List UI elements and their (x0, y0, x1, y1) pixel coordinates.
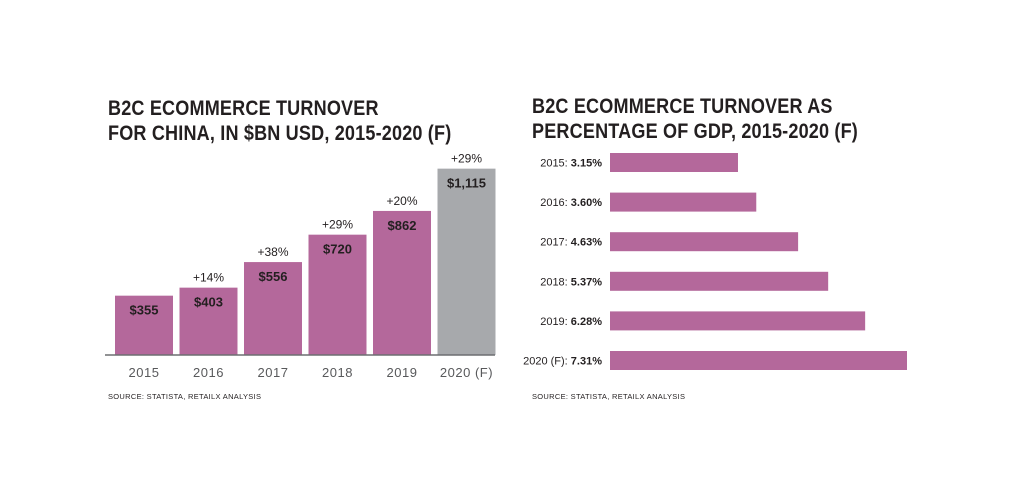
bar-2015 (115, 295, 173, 355)
bar-2019 (373, 210, 431, 355)
growth-label: +29% (322, 218, 353, 232)
gdp-source: SOURCE: STATISTA, RETAILX ANALYSIS (532, 392, 686, 401)
hbar-2015 (610, 153, 738, 172)
bar-value-label: $355 (130, 303, 159, 318)
row-value-label: 4.63% (571, 237, 602, 249)
row-year-label: 2018: (540, 276, 571, 288)
row-year-label: 2016: (540, 197, 571, 209)
growth-label: +20% (386, 194, 417, 208)
row-value-label: 3.15% (571, 158, 602, 170)
bar-value-label: $720 (323, 242, 352, 257)
turnover-title-line1: B2C ECOMMERCE TURNOVER (108, 97, 379, 120)
row-value-label: 6.28% (571, 316, 602, 328)
row-label: 2018: 5.37% (540, 276, 602, 288)
growth-label: +38% (257, 245, 288, 259)
row-value-label: 7.31% (571, 356, 602, 368)
growth-label: +14% (193, 271, 224, 285)
hbar-2017 (610, 232, 799, 252)
bar-value-label: $403 (194, 295, 223, 310)
x-tick-label: 2016 (193, 365, 224, 380)
row-year-label: 2017: (540, 237, 571, 249)
gdp-title-line2: PERCENTAGE OF GDP, 2015-2020 (F) (532, 120, 859, 143)
turnover-bar-chart: $355 2015 $403 +14% 2016 $556 +38% 2017 $720 +29%… (105, 152, 496, 380)
bar-value-label: $862 (388, 218, 417, 233)
bar-value-label: $556 (259, 269, 288, 284)
x-tick-label: 2018 (322, 365, 353, 380)
hbar-2019 (610, 311, 866, 331)
gdp-hbar-chart: 2015: 3.15% 2016: 3.60% 2017: 4.63% 2018: 5… (523, 153, 907, 370)
hbar-2018 (610, 271, 829, 291)
hbar-2020 (F) (610, 351, 907, 370)
turnover-title-line2: FOR CHINA, IN $BN USD, 2015-2020 (F) (108, 122, 452, 145)
x-tick-label: 2020 (F) (440, 365, 493, 380)
bar-2017 (244, 262, 302, 355)
row-label: 2019: 6.28% (540, 316, 602, 328)
hbar-2016 (610, 192, 757, 212)
turnover-source: SOURCE: STATISTA, RETAILX ANALYSIS (108, 392, 262, 401)
growth-label: +29% (451, 152, 482, 166)
row-label: 2015: 3.15% (540, 158, 602, 170)
gdp-chart-title: B2C ECOMMERCE TURNOVER AS PERCENTAGE OF … (532, 94, 858, 144)
bar-2016 (179, 287, 238, 355)
bar-2020 (F) (437, 168, 496, 355)
x-tick-label: 2015 (129, 365, 160, 380)
row-year-label: 2020 (F): (523, 356, 571, 368)
x-tick-label: 2017 (258, 365, 289, 380)
row-label: 2017: 4.63% (540, 237, 602, 249)
row-year-label: 2015: (540, 158, 571, 170)
row-label: 2016: 3.60% (540, 197, 602, 209)
x-tick-label: 2019 (387, 365, 418, 380)
row-year-label: 2019: (540, 316, 571, 328)
bar-2018 (308, 234, 367, 355)
row-label: 2020 (F): 7.31% (523, 356, 602, 368)
row-value-label: 3.60% (571, 197, 602, 209)
bar-value-label: $1,115 (447, 176, 486, 191)
turnover-chart-title: B2C ECOMMERCE TURNOVER FOR CHINA, IN $BN… (108, 96, 451, 146)
gdp-title-line1: B2C ECOMMERCE TURNOVER AS (532, 95, 833, 118)
row-value-label: 5.37% (571, 276, 602, 288)
